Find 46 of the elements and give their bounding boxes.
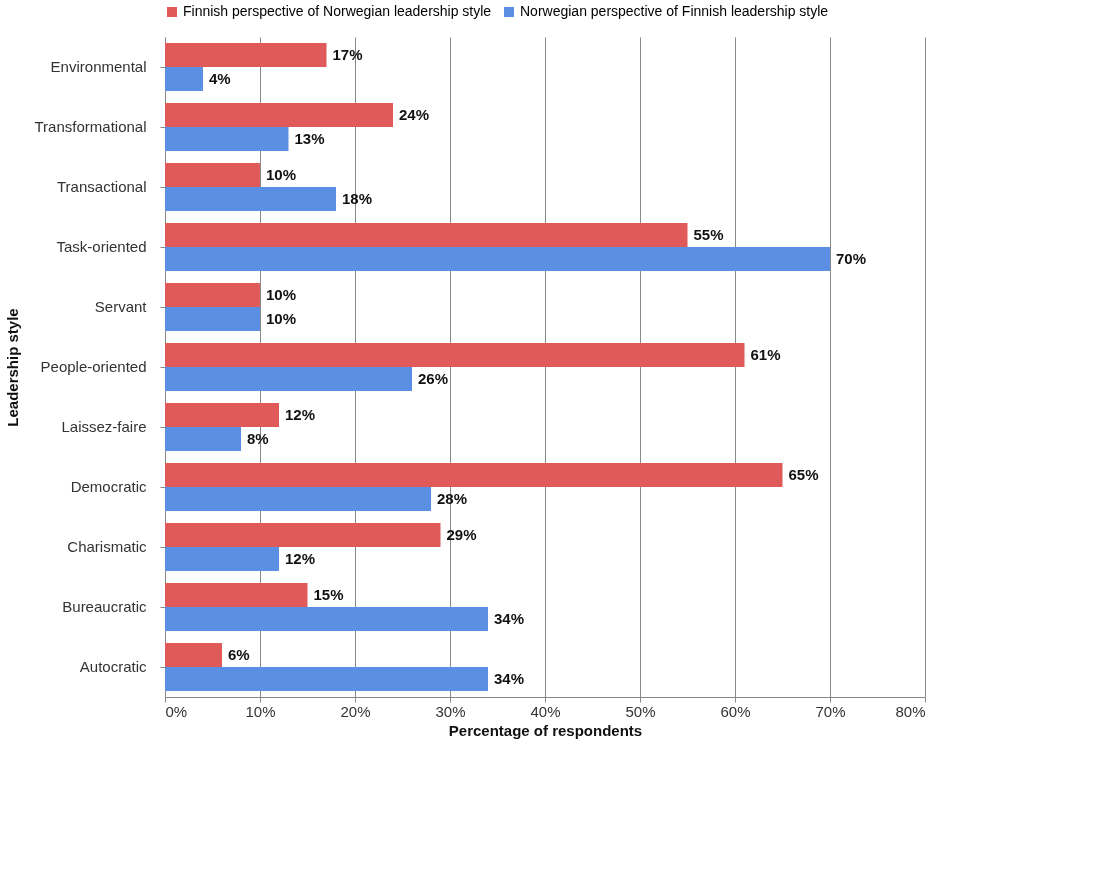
y-tick-label: Laissez-faire (61, 418, 147, 435)
data-label: 26% (418, 370, 449, 387)
y-tick-label: Environmental (50, 58, 147, 75)
data-label: 29% (446, 526, 477, 543)
x-tick-label: 60% (720, 702, 751, 720)
data-label: 15% (313, 586, 344, 603)
x-tick-label: 50% (625, 702, 656, 720)
y-tick-label: Autocratic (79, 658, 147, 675)
x-tick-label: 40% (530, 702, 561, 720)
y-tick-label: Charismatic (67, 538, 147, 555)
data-label: 8% (247, 430, 269, 447)
data-label: 24% (399, 106, 430, 123)
data-label: 18% (342, 190, 373, 207)
x-tick-label: 0% (165, 702, 188, 720)
x-tick-label: 20% (340, 702, 371, 720)
data-label: 10% (266, 310, 297, 327)
y-axis-title: Leadership style (3, 308, 21, 427)
data-label: 17% (332, 46, 363, 63)
y-tick-label: Transactional (57, 178, 147, 195)
data-label: 4% (209, 70, 231, 87)
data-label: 61% (750, 346, 781, 363)
data-label: 55% (693, 226, 724, 243)
y-tick-label: Bureaucratic (62, 598, 147, 615)
data-label: 28% (437, 490, 468, 507)
data-label: 34% (494, 610, 525, 627)
data-label: 10% (266, 286, 297, 303)
x-axis-title: Percentage of respondents (448, 721, 643, 739)
legend-label: Norwegian perspective of Finnish leadership style (520, 3, 829, 19)
data-label: 34% (494, 670, 525, 687)
y-tick-label: People-oriented (40, 358, 147, 375)
data-label: 12% (285, 550, 316, 567)
x-tick-label: 30% (435, 702, 466, 720)
x-tick-label: 80% (895, 702, 926, 720)
data-label: 13% (294, 130, 325, 147)
data-label: 65% (788, 466, 819, 483)
data-label: 12% (285, 406, 316, 423)
x-tick-label: 70% (815, 702, 846, 720)
y-tick-label: Transformational (34, 118, 147, 135)
data-label: 6% (228, 646, 250, 663)
y-tick-label: Task-oriented (56, 238, 147, 255)
x-tick-label: 10% (245, 702, 276, 720)
legend-label: Finnish perspective of Norwegian leadership style (183, 3, 492, 19)
y-tick-label: Servant (94, 298, 148, 315)
y-tick-label: Democratic (70, 478, 147, 495)
data-label: 70% (836, 250, 867, 267)
data-label: 10% (266, 166, 297, 183)
